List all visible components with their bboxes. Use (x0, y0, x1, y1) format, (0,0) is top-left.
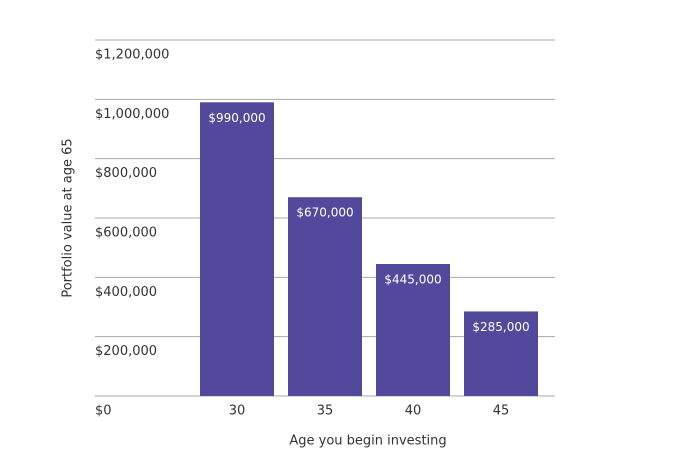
x-tick-label: 35 (317, 404, 334, 419)
value-label: $285,000 (472, 320, 529, 334)
y-tick-label: $400,000 (95, 285, 157, 300)
bar (200, 102, 274, 397)
bar (288, 197, 362, 396)
x-tick-label: 30 (229, 404, 246, 419)
y-tick-label: $1,200,000 (95, 48, 169, 63)
y-tick-label: $1,000,000 (95, 107, 169, 122)
y-tick-label: $600,000 (95, 226, 157, 241)
value-label: $445,000 (384, 272, 441, 286)
value-label: $990,000 (208, 111, 265, 125)
bar (376, 263, 450, 396)
x-tick-label: 40 (405, 404, 422, 419)
x-tick-label: 45 (493, 404, 510, 419)
y-axis-title: Portfolio value at age 65 (61, 138, 76, 297)
y-tick-label: $0 (95, 404, 112, 419)
y-tick-label: $800,000 (95, 166, 157, 181)
bar (464, 311, 538, 396)
y-tick-label: $200,000 (95, 344, 157, 359)
value-label: $670,000 (296, 206, 353, 220)
x-axis-title: Age you begin investing (289, 434, 446, 449)
